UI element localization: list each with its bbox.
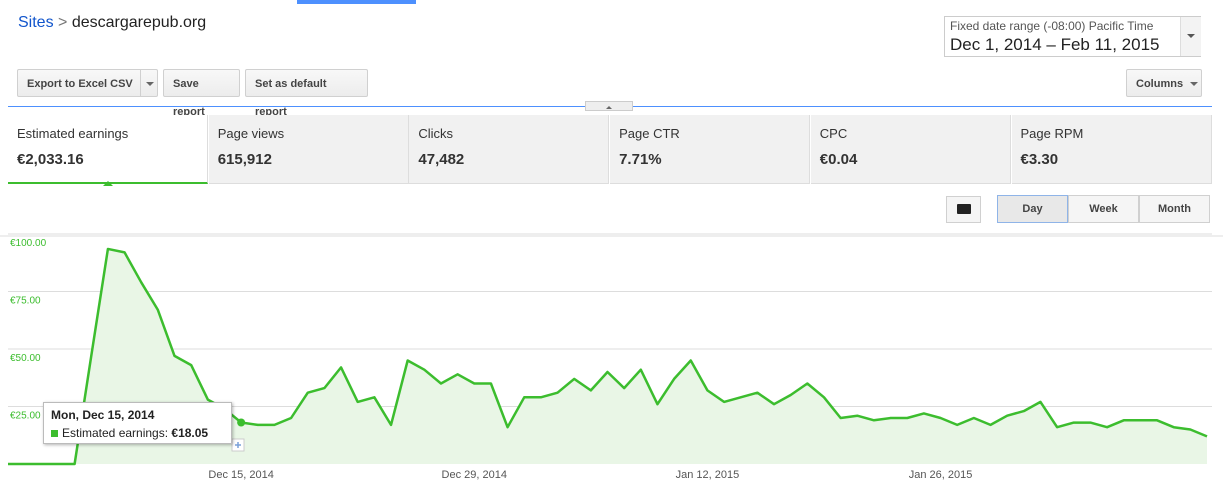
date-range-label: Fixed date range (-08:00) Pacific Time [950,19,1154,33]
metric-name: Clicks [418,126,454,141]
y-tick-label: €50.00 [10,353,41,364]
metric-tab[interactable]: CPC €0.04 [810,115,1011,184]
tooltip: Mon, Dec 15, 2014 Estimated earnings: €1… [43,402,232,444]
button-label: Export to Excel CSV [27,78,133,90]
x-tick-label: Jan 26, 2015 [909,469,973,481]
top-indicator [297,0,416,4]
zoom-plus [235,442,241,448]
breadcrumb: Sites > descargarepub.org [18,14,206,32]
metric-tab[interactable]: Page RPM €3.30 [1011,115,1212,184]
breadcrumb-sep: > [58,14,68,31]
metric-tab[interactable]: Clicks 47,482 [409,115,610,184]
metric-value: €2,033.16 [17,151,84,168]
x-tick-label: Jan 12, 2015 [676,469,740,481]
tooltip-body: Estimated earnings: €18.05 [51,426,208,440]
granularity-button[interactable]: Day [997,195,1068,223]
metric-name: CPC [819,126,848,141]
tooltip-value: €18.05 [171,426,209,440]
selected-arrow [103,176,113,186]
annotation-button[interactable] [946,196,981,223]
default-button[interactable]: Set as default report [245,69,368,118]
metric-value: 47,482 [418,151,465,168]
metric-name: Page views [217,126,285,141]
metric-tab[interactable]: Page views 615,912 [208,115,409,184]
metric-value: €3.30 [1020,151,1059,168]
columns-button[interactable]: Columns [1126,69,1202,97]
y-tick-label: €100.00 [10,238,47,249]
y-tick-label: €25.00 [10,411,41,422]
tooltip-title: Mon, Dec 15, 2014 [51,408,155,422]
save-button[interactable]: Save report [163,69,240,118]
metric-tab[interactable]: Page CTR 7.71% [610,115,811,184]
button-label: Columns [1136,78,1184,90]
x-tick-label: Dec 15, 2014 [208,469,273,481]
breadcrumb-link[interactable]: Sites [18,14,54,31]
date-picker[interactable]: Fixed date range (-08:00) Pacific Time D… [944,16,1201,57]
metric-name: Estimated earnings [17,126,129,141]
line [8,247,1208,466]
metric-tab[interactable]: Estimated earnings €2,033.16 [8,115,208,186]
export-button[interactable]: Export to Excel CSV [17,69,158,97]
hover-point [237,418,246,427]
metric-value: 7.71% [619,151,662,168]
granularity-button[interactable]: Week [1068,195,1139,223]
metric-value: 615,912 [217,151,272,168]
site-name: descargarepub.org [71,14,207,31]
metric-name: Page RPM [1020,126,1084,141]
metric-name: Page CTR [619,126,680,141]
x-tick-label: Dec 29, 2014 [442,469,507,481]
dropdown [1180,17,1201,56]
granularity-button[interactable]: Month [1139,195,1210,223]
tooltip-label: Estimated earnings: [62,426,169,440]
y-tick-label: €75.00 [10,296,41,307]
area [8,248,1207,464]
collapse-handle[interactable] [585,101,633,111]
metric-value: €0.04 [819,151,858,168]
date-range: Dec 1, 2014 – Feb 11, 2015 [950,35,1160,54]
